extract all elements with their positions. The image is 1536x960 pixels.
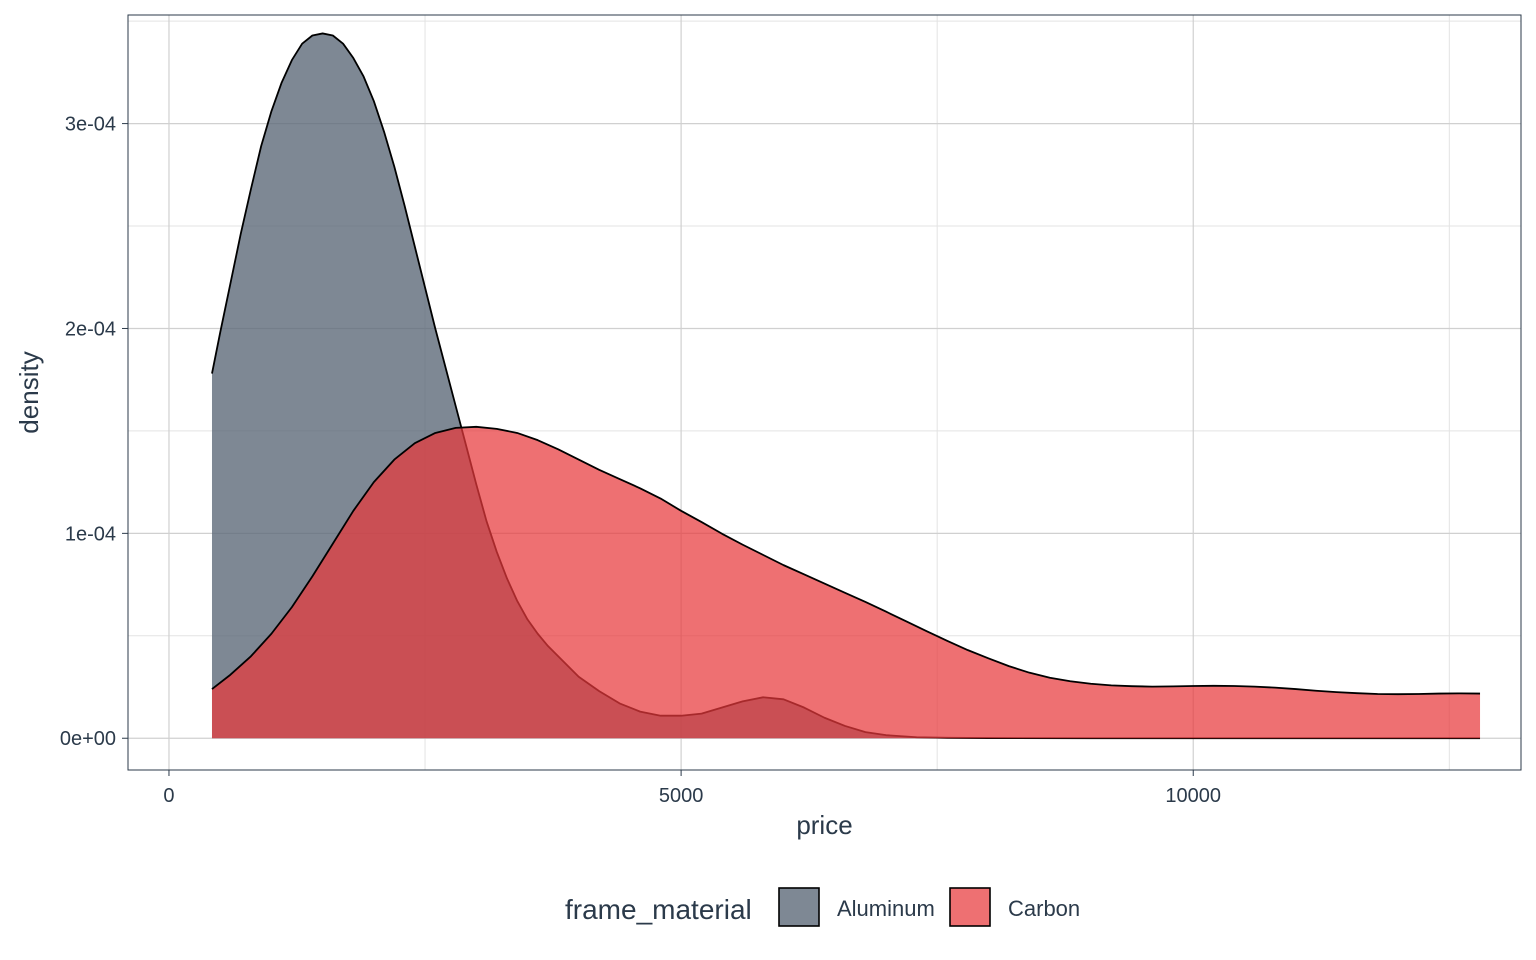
panel-border xyxy=(127,14,1522,771)
legend-swatch-carbon xyxy=(949,887,991,927)
density-areas xyxy=(211,32,1481,740)
y-tick-label: 3e-04 xyxy=(65,114,116,136)
density-area-carbon xyxy=(211,426,1481,739)
y-axis-title: density xyxy=(14,351,44,433)
y-tick-label: 0e+00 xyxy=(60,728,116,750)
legend-label-aluminum: Aluminum xyxy=(837,896,935,921)
axis-ticks: 0 5000 10000 0e+00 1e-04 2e-04 3e-04 xyxy=(60,114,1221,807)
x-tick-label: 5000 xyxy=(659,785,704,807)
legend-swatch-aluminum xyxy=(778,887,820,927)
x-axis-title: price xyxy=(796,810,852,840)
legend-title: frame_material xyxy=(565,894,752,925)
y-tick-label: 2e-04 xyxy=(65,318,116,340)
legend-label-carbon: Carbon xyxy=(1008,896,1080,921)
legend: frame_material Aluminum Carbon xyxy=(565,887,1080,927)
y-tick-label: 1e-04 xyxy=(65,523,116,545)
x-tick-label: 10000 xyxy=(1165,785,1221,807)
x-tick-label: 0 xyxy=(163,785,174,807)
density-line-carbon xyxy=(211,425,1481,696)
